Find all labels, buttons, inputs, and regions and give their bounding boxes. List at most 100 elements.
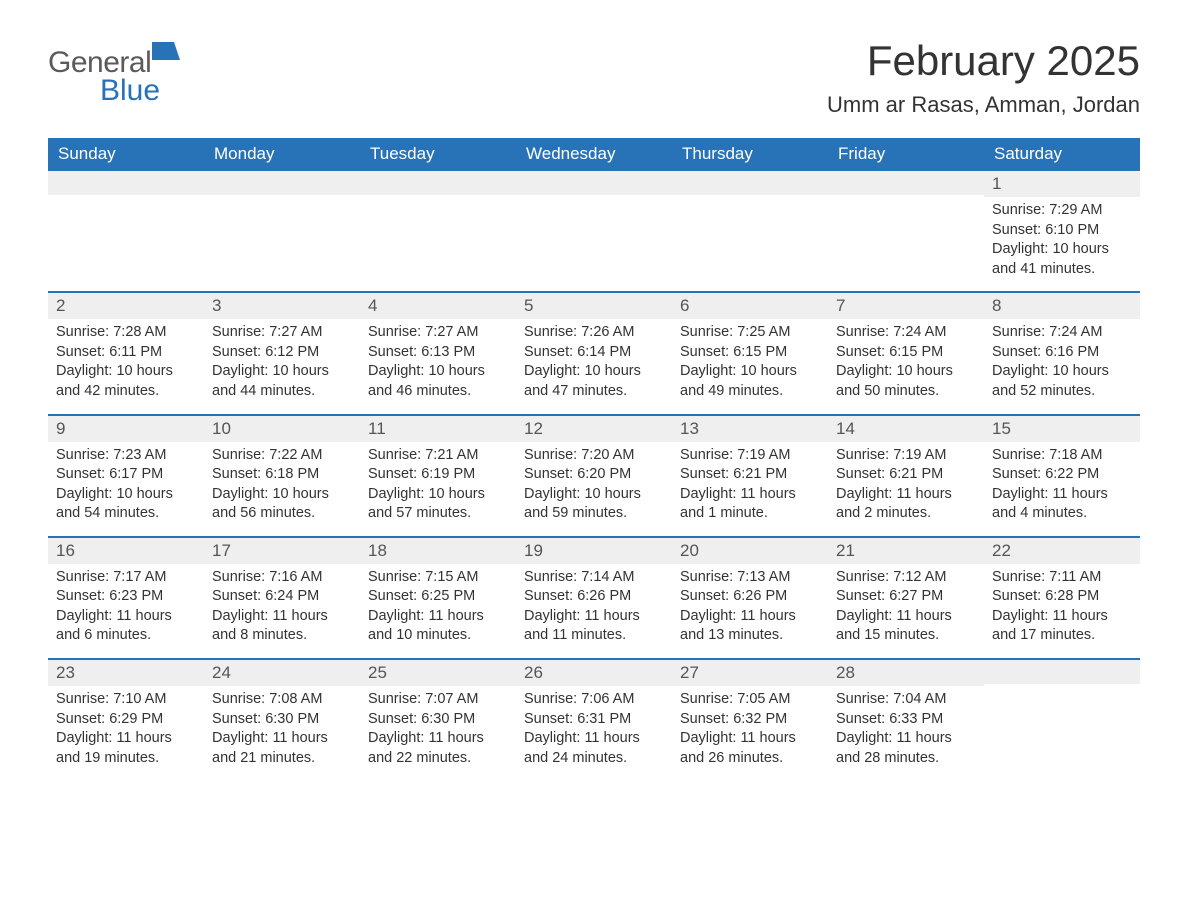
day-of-week-header: SundayMondayTuesdayWednesdayThursdayFrid… (48, 138, 1140, 171)
sunset-line: Sunset: 6:10 PM (992, 221, 1132, 241)
day-details: Sunrise: 7:20 AMSunset: 6:20 PMDaylight:… (516, 442, 672, 524)
day-number: 7 (828, 293, 984, 319)
week-row: 2Sunrise: 7:28 AMSunset: 6:11 PMDaylight… (48, 291, 1140, 413)
logo: General Blue (48, 40, 180, 105)
sunrise-line: Sunrise: 7:24 AM (992, 323, 1132, 343)
sunset-line: Sunset: 6:26 PM (680, 587, 820, 607)
calendar-body: 1Sunrise: 7:29 AMSunset: 6:10 PMDaylight… (48, 171, 1140, 780)
daylight-line: Daylight: 11 hours and 21 minutes. (212, 729, 352, 768)
day-cell: 27 Sunrise: 7:05 AMSunset: 6:32 PMDayligh… (672, 660, 828, 780)
sunrise-line: Sunrise: 7:17 AM (56, 568, 196, 588)
day-number: 10 (204, 416, 360, 442)
sunrise-line: Sunrise: 7:25 AM (680, 323, 820, 343)
day-cell: 7Sunrise: 7:24 AMSunset: 6:15 PMDaylight… (828, 293, 984, 413)
sunset-line: Sunset: 6:26 PM (524, 587, 664, 607)
day-number: 15 (984, 416, 1140, 442)
daylight-line: Daylight: 10 hours and 41 minutes. (992, 240, 1132, 279)
sunset-line: Sunset: 6:31 PM (524, 710, 664, 730)
dow-cell: Wednesday (516, 138, 672, 171)
sunset-line: Sunset: 6:22 PM (992, 465, 1132, 485)
day-number (984, 660, 1140, 684)
day-details: Sunrise: 7:08 AMSunset: 6:30 PMDaylight:… (204, 686, 360, 768)
day-number: 21 (828, 538, 984, 564)
dow-cell: Saturday (984, 138, 1140, 171)
daylight-line: Daylight: 11 hours and 19 minutes. (56, 729, 196, 768)
day-number: 23 (48, 660, 204, 686)
sunrise-line: Sunrise: 7:10 AM (56, 690, 196, 710)
daylight-line: Daylight: 11 hours and 26 minutes. (680, 729, 820, 768)
daylight-line: Daylight: 11 hours and 10 minutes. (368, 607, 508, 646)
daylight-line: Daylight: 10 hours and 57 minutes. (368, 485, 508, 524)
day-details: Sunrise: 7:21 AMSunset: 6:19 PMDaylight:… (360, 442, 516, 524)
logo-text-block: General Blue (48, 40, 180, 105)
sunrise-line: Sunrise: 7:13 AM (680, 568, 820, 588)
day-number: 22 (984, 538, 1140, 564)
day-details: Sunrise: 7:17 AMSunset: 6:23 PMDaylight:… (48, 564, 204, 646)
daylight-line: Daylight: 11 hours and 4 minutes. (992, 485, 1132, 524)
sunset-line: Sunset: 6:15 PM (680, 343, 820, 363)
day-cell: 26Sunrise: 7:06 AMSunset: 6:31 PMDayligh… (516, 660, 672, 780)
day-cell: 4Sunrise: 7:27 AMSunset: 6:13 PMDaylight… (360, 293, 516, 413)
day-number: 28 (828, 660, 984, 686)
sunset-line: Sunset: 6:30 PM (368, 710, 508, 730)
sunset-line: Sunset: 6:11 PM (56, 343, 196, 363)
day-number: 12 (516, 416, 672, 442)
week-row: 9Sunrise: 7:23 AMSunset: 6:17 PMDaylight… (48, 414, 1140, 536)
page-header: General Blue February 2025 Umm ar Rasas,… (48, 40, 1140, 132)
day-number (516, 171, 672, 195)
day-cell: 15 Sunrise: 7:18 AMSunset: 6:22 PMDayligh… (984, 416, 1140, 536)
sunrise-line: Sunrise: 7:23 AM (56, 446, 196, 466)
sunset-line: Sunset: 6:18 PM (212, 465, 352, 485)
day-number: 25 (360, 660, 516, 686)
sunset-line: Sunset: 6:28 PM (992, 587, 1132, 607)
day-details: Sunrise: 7:14 AMSunset: 6:26 PMDaylight:… (516, 564, 672, 646)
day-number (48, 171, 204, 195)
sunset-line: Sunset: 6:20 PM (524, 465, 664, 485)
day-details: Sunrise: 7:06 AMSunset: 6:31 PMDaylight:… (516, 686, 672, 768)
day-details: Sunrise: 7:04 AMSunset: 6:33 PMDaylight:… (828, 686, 984, 768)
day-details: Sunrise: 7:27 AMSunset: 6:13 PMDaylight:… (360, 319, 516, 401)
sunset-line: Sunset: 6:29 PM (56, 710, 196, 730)
sunset-line: Sunset: 6:33 PM (836, 710, 976, 730)
day-details: Sunrise: 7:19 AMSunset: 6:21 PMDaylight:… (828, 442, 984, 524)
week-row: 23Sunrise: 7:10 AMSunset: 6:29 PMDayligh… (48, 658, 1140, 780)
day-number: 4 (360, 293, 516, 319)
sunset-line: Sunset: 6:23 PM (56, 587, 196, 607)
day-number: 9 (48, 416, 204, 442)
daylight-line: Daylight: 10 hours and 42 minutes. (56, 362, 196, 401)
sunset-line: Sunset: 6:30 PM (212, 710, 352, 730)
day-details: Sunrise: 7:16 AMSunset: 6:24 PMDaylight:… (204, 564, 360, 646)
day-cell: 28Sunrise: 7:04 AMSunset: 6:33 PMDayligh… (828, 660, 984, 780)
dow-cell: Tuesday (360, 138, 516, 171)
daylight-line: Daylight: 11 hours and 11 minutes. (524, 607, 664, 646)
day-cell: 18Sunrise: 7:15 AMSunset: 6:25 PMDayligh… (360, 538, 516, 658)
day-details: Sunrise: 7:10 AMSunset: 6:29 PMDaylight:… (48, 686, 204, 768)
day-details: Sunrise: 7:12 AMSunset: 6:27 PMDaylight:… (828, 564, 984, 646)
daylight-line: Daylight: 11 hours and 28 minutes. (836, 729, 976, 768)
sunrise-line: Sunrise: 7:14 AM (524, 568, 664, 588)
sunrise-line: Sunrise: 7:05 AM (680, 690, 820, 710)
sunset-line: Sunset: 6:14 PM (524, 343, 664, 363)
day-cell: 16Sunrise: 7:17 AMSunset: 6:23 PMDayligh… (48, 538, 204, 658)
sunset-line: Sunset: 6:32 PM (680, 710, 820, 730)
day-number: 27 (672, 660, 828, 686)
day-cell: 1Sunrise: 7:29 AMSunset: 6:10 PMDaylight… (984, 171, 1140, 291)
day-cell-empty (48, 171, 204, 291)
week-row: 16Sunrise: 7:17 AMSunset: 6:23 PMDayligh… (48, 536, 1140, 658)
day-number: 20 (672, 538, 828, 564)
sunrise-line: Sunrise: 7:22 AM (212, 446, 352, 466)
day-cell: 11Sunrise: 7:21 AMSunset: 6:19 PMDayligh… (360, 416, 516, 536)
sunset-line: Sunset: 6:19 PM (368, 465, 508, 485)
day-cell: 23Sunrise: 7:10 AMSunset: 6:29 PMDayligh… (48, 660, 204, 780)
day-number (204, 171, 360, 195)
sunrise-line: Sunrise: 7:27 AM (368, 323, 508, 343)
daylight-line: Daylight: 10 hours and 54 minutes. (56, 485, 196, 524)
day-cell: 2Sunrise: 7:28 AMSunset: 6:11 PMDaylight… (48, 293, 204, 413)
dow-cell: Sunday (48, 138, 204, 171)
day-number (828, 171, 984, 195)
day-cell-empty (204, 171, 360, 291)
sunrise-line: Sunrise: 7:18 AM (992, 446, 1132, 466)
sunset-line: Sunset: 6:16 PM (992, 343, 1132, 363)
day-details: Sunrise: 7:19 AMSunset: 6:21 PMDaylight:… (672, 442, 828, 524)
day-cell: 17Sunrise: 7:16 AMSunset: 6:24 PMDayligh… (204, 538, 360, 658)
